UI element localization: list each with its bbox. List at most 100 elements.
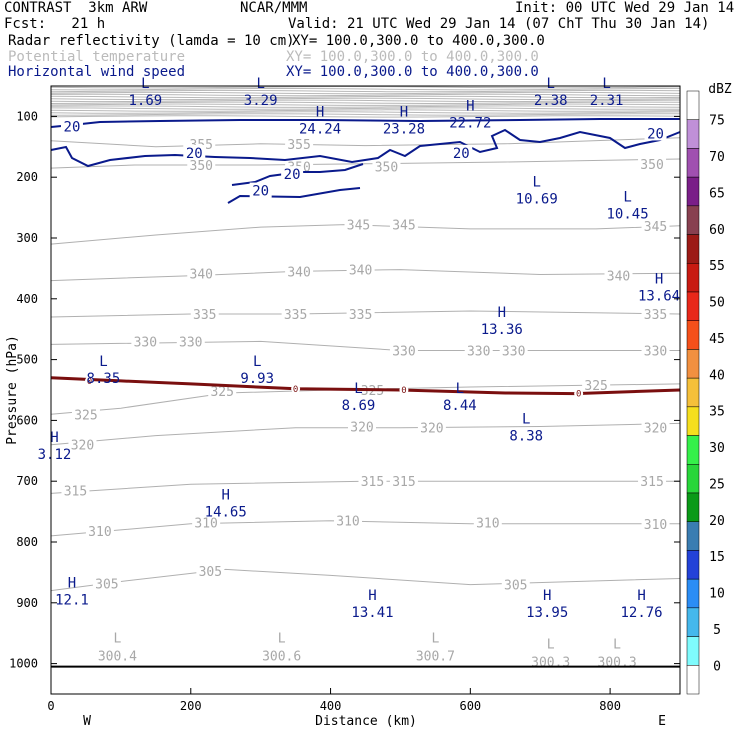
colorbar-level-label: 65 <box>709 186 725 201</box>
wind-contour-label: 20 <box>284 167 301 183</box>
colorbar-swatch <box>686 148 700 178</box>
wind-extremum-symbol: H <box>655 272 663 288</box>
theta-dense-line <box>50 107 681 110</box>
y-tick-label: 100 <box>16 109 38 123</box>
field-xy-wind: XY= 100.0,300.0 to 400.0,300.0 <box>286 64 539 80</box>
theta-contour-label: 335 <box>644 308 667 323</box>
wind-extremum-symbol: H <box>316 104 324 120</box>
wind-extremum-symbol: L <box>533 174 541 190</box>
colorbar-swatch <box>686 377 700 408</box>
wind-extremum-symbol: L <box>456 381 464 397</box>
theta-contour-label: 335 <box>349 308 372 323</box>
theta-label-bg <box>389 474 418 488</box>
colorbar-swatch <box>686 578 700 609</box>
theta-contour-325 <box>50 383 681 415</box>
plot-frame <box>50 85 681 695</box>
theta-dense-line <box>50 95 681 99</box>
y-tick-label: 600 <box>16 413 38 427</box>
theta-label-bg <box>176 334 205 348</box>
theta-contour-label: 320 <box>71 439 94 454</box>
wind-extremum-value: 10.45 <box>607 207 649 223</box>
wind-contour-label: 20 <box>64 120 81 136</box>
x-tick-label: 800 <box>599 699 621 713</box>
theta-contour-label: 325 <box>210 385 233 400</box>
wind-contour-20 <box>50 118 680 128</box>
theta-contour-label: 325 <box>584 379 607 394</box>
theta-contour-label: 330 <box>392 344 415 359</box>
wind-extremum-symbol: H <box>466 98 474 114</box>
wind-extremum-symbol: H <box>222 488 230 504</box>
reflectivity-contour-label: 0 <box>576 390 581 400</box>
wind-extremum-value: 2.31 <box>590 93 624 109</box>
theta-dense-line <box>50 97 681 101</box>
wind-contours: 20 20 20 20 20 20 <box>50 118 681 204</box>
theta-dense-line <box>50 99 681 103</box>
theta-label-bg <box>196 564 225 578</box>
theta-label-bg <box>641 516 670 530</box>
theta-label-bg <box>641 307 670 320</box>
theta-label-bg <box>281 307 310 320</box>
colorbar-level-label: 15 <box>709 550 725 565</box>
theta-contour-label: 310 <box>644 518 667 533</box>
colorbar-level-label: 75 <box>709 114 725 129</box>
theta-contour-label: 315 <box>640 475 663 490</box>
theta-label-bg <box>61 483 90 497</box>
colorbar-level-label: 30 <box>709 441 725 456</box>
theta-extremum-symbol: L <box>547 637 555 652</box>
colorbar-swatch <box>686 607 700 637</box>
y-axis-title: Pressure (hPa) <box>5 335 20 445</box>
wind-extremum-symbol: L <box>623 190 631 206</box>
theta-dense-line <box>50 91 681 95</box>
colorbar-level-label: 70 <box>709 150 725 165</box>
theta-contour-label: 315 <box>64 484 87 499</box>
reflectivity-label-bg <box>84 376 94 386</box>
wind-extremum-symbol: H <box>50 430 58 446</box>
theta-contours: 3553553503503503503453453453403403403403… <box>50 136 681 594</box>
theta-label-bg <box>501 577 530 591</box>
theta-dense-line <box>50 93 681 97</box>
reflectivity-contour-label: 0 <box>401 386 406 396</box>
colorbar-level-label: 35 <box>709 405 725 420</box>
wind-extremum-value: 1.69 <box>128 93 162 109</box>
theta-contour-label: 310 <box>336 515 359 530</box>
colorbar-swatch <box>686 349 700 379</box>
theta-extrema: L 300.4 L 300.6 L 300.7 L 300.3 L 300.3 <box>98 631 637 670</box>
wind-contour-label: 20 <box>647 126 664 142</box>
colorbar-level-label: 10 <box>709 587 725 602</box>
field-xy-reflectivity: XY= 100.0,300.0 to 400.0,300.0 <box>292 33 545 49</box>
theta-contour-label: 350 <box>190 159 213 174</box>
theta-contour-label: 305 <box>199 565 222 580</box>
theta-contour-label: 340 <box>190 267 213 282</box>
valid-time: Valid: 21 UTC Wed 29 Jan 14 (07 ChT Thu … <box>288 16 710 32</box>
colorbar-swatch <box>686 320 700 350</box>
wind-extremum-symbol: L <box>522 412 530 428</box>
x-tick-label: 600 <box>459 699 481 713</box>
theta-contour-label: 310 <box>476 517 499 532</box>
colorbar-swatch <box>686 665 700 695</box>
wind-extremum-value: 8.69 <box>342 398 376 414</box>
theta-contour-label: 315 <box>361 475 384 490</box>
theta-contour-label: 330 <box>179 335 202 350</box>
theta-label-bg <box>187 266 216 280</box>
theta-label-bg <box>131 334 160 348</box>
wind-extremum-value: 3.29 <box>244 93 278 109</box>
y-tick-label: 500 <box>16 353 38 367</box>
theta-label-bg <box>285 136 314 150</box>
theta-label-bg <box>641 218 670 232</box>
x-tick-label: 400 <box>320 699 342 713</box>
wind-extremum-value: 13.41 <box>351 605 393 621</box>
wind-extremum-symbol: L <box>253 354 261 370</box>
reflectivity-label-bg <box>399 385 409 395</box>
theta-contour-label: 325 <box>361 384 384 399</box>
x-tick-label: 200 <box>180 699 202 713</box>
theta-contour-label: 330 <box>467 344 490 359</box>
wind-extremum-value: 12.1 <box>55 593 89 609</box>
colorbar-swatch <box>686 90 700 120</box>
theta-contour-label: 335 <box>284 308 307 323</box>
theta-contour-label: 345 <box>644 220 667 235</box>
wind-extremum-symbol: L <box>141 76 149 92</box>
wind-label-bg <box>183 144 206 160</box>
wind-contour-label: 20 <box>186 146 203 162</box>
wind-extremum-value: 24.24 <box>299 121 341 137</box>
